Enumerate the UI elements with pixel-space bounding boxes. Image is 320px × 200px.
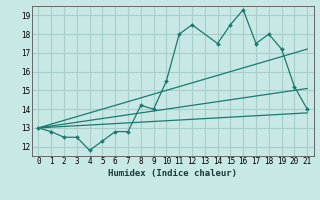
- X-axis label: Humidex (Indice chaleur): Humidex (Indice chaleur): [108, 169, 237, 178]
